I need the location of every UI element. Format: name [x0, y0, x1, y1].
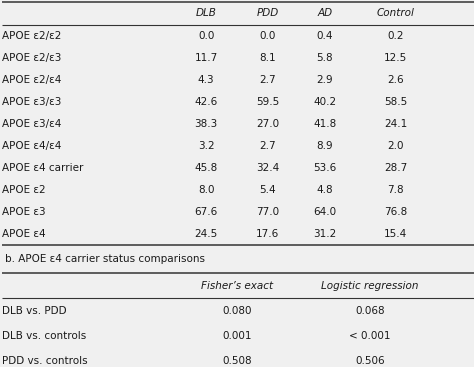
Text: 3.2: 3.2 [198, 141, 215, 151]
Text: 0.0: 0.0 [260, 30, 276, 41]
Text: 8.1: 8.1 [259, 52, 276, 63]
Text: < 0.001: < 0.001 [349, 331, 391, 341]
Text: AD: AD [317, 8, 332, 18]
Text: 42.6: 42.6 [194, 97, 218, 107]
Text: 0.4: 0.4 [317, 30, 333, 41]
Text: DLB vs. PDD: DLB vs. PDD [2, 306, 67, 316]
Text: APOE ε2/ε3: APOE ε2/ε3 [2, 52, 62, 63]
Text: 15.4: 15.4 [384, 229, 408, 239]
Text: 32.4: 32.4 [256, 163, 280, 173]
Text: 0.508: 0.508 [222, 356, 252, 366]
Text: 2.6: 2.6 [387, 75, 404, 85]
Text: 0.506: 0.506 [355, 356, 384, 366]
Text: 0.0: 0.0 [198, 30, 214, 41]
Text: Fisher’s exact: Fisher’s exact [201, 281, 273, 291]
Text: 5.4: 5.4 [259, 185, 276, 195]
Text: 11.7: 11.7 [194, 52, 218, 63]
Text: 64.0: 64.0 [313, 207, 336, 217]
Text: 76.8: 76.8 [384, 207, 408, 217]
Text: 0.001: 0.001 [222, 331, 252, 341]
Text: APOE ε3: APOE ε3 [2, 207, 46, 217]
Text: 2.7: 2.7 [259, 141, 276, 151]
Text: 0.2: 0.2 [388, 30, 404, 41]
Text: APOE ε3/ε4: APOE ε3/ε4 [2, 119, 62, 129]
Text: 17.6: 17.6 [256, 229, 280, 239]
Text: Logistic regression: Logistic regression [321, 281, 419, 291]
Text: 2.0: 2.0 [388, 141, 404, 151]
Text: 0.080: 0.080 [222, 306, 252, 316]
Text: 58.5: 58.5 [384, 97, 408, 107]
Text: 24.5: 24.5 [194, 229, 218, 239]
Text: APOE ε2/ε4: APOE ε2/ε4 [2, 75, 62, 85]
Text: 5.8: 5.8 [316, 52, 333, 63]
Text: 7.8: 7.8 [387, 185, 404, 195]
Text: APOE ε3/ε3: APOE ε3/ε3 [2, 97, 62, 107]
Text: 24.1: 24.1 [384, 119, 408, 129]
Text: APOE ε4: APOE ε4 [2, 229, 46, 239]
Text: PDD: PDD [257, 8, 279, 18]
Text: PDD vs. controls: PDD vs. controls [2, 356, 88, 366]
Text: b. APOE ε4 carrier status comparisons: b. APOE ε4 carrier status comparisons [5, 254, 205, 265]
Text: 0.068: 0.068 [355, 306, 384, 316]
Text: 31.2: 31.2 [313, 229, 337, 239]
Text: 41.8: 41.8 [313, 119, 337, 129]
Text: APOE ε4/ε4: APOE ε4/ε4 [2, 141, 62, 151]
Text: 28.7: 28.7 [384, 163, 408, 173]
Text: 27.0: 27.0 [256, 119, 279, 129]
Text: 4.8: 4.8 [316, 185, 333, 195]
Text: 77.0: 77.0 [256, 207, 279, 217]
Text: DLB: DLB [196, 8, 217, 18]
Text: 53.6: 53.6 [313, 163, 337, 173]
Text: APOE ε4 carrier: APOE ε4 carrier [2, 163, 84, 173]
Text: APOE ε2/ε2: APOE ε2/ε2 [2, 30, 62, 41]
Text: 12.5: 12.5 [384, 52, 408, 63]
Text: 8.0: 8.0 [198, 185, 214, 195]
Text: 67.6: 67.6 [194, 207, 218, 217]
Text: 59.5: 59.5 [256, 97, 280, 107]
Text: Control: Control [377, 8, 415, 18]
Text: 8.9: 8.9 [316, 141, 333, 151]
Text: DLB vs. controls: DLB vs. controls [2, 331, 87, 341]
Text: APOE ε2: APOE ε2 [2, 185, 46, 195]
Text: 38.3: 38.3 [194, 119, 218, 129]
Text: 45.8: 45.8 [194, 163, 218, 173]
Text: 2.9: 2.9 [316, 75, 333, 85]
Text: 40.2: 40.2 [313, 97, 336, 107]
Text: 4.3: 4.3 [198, 75, 215, 85]
Text: 2.7: 2.7 [259, 75, 276, 85]
